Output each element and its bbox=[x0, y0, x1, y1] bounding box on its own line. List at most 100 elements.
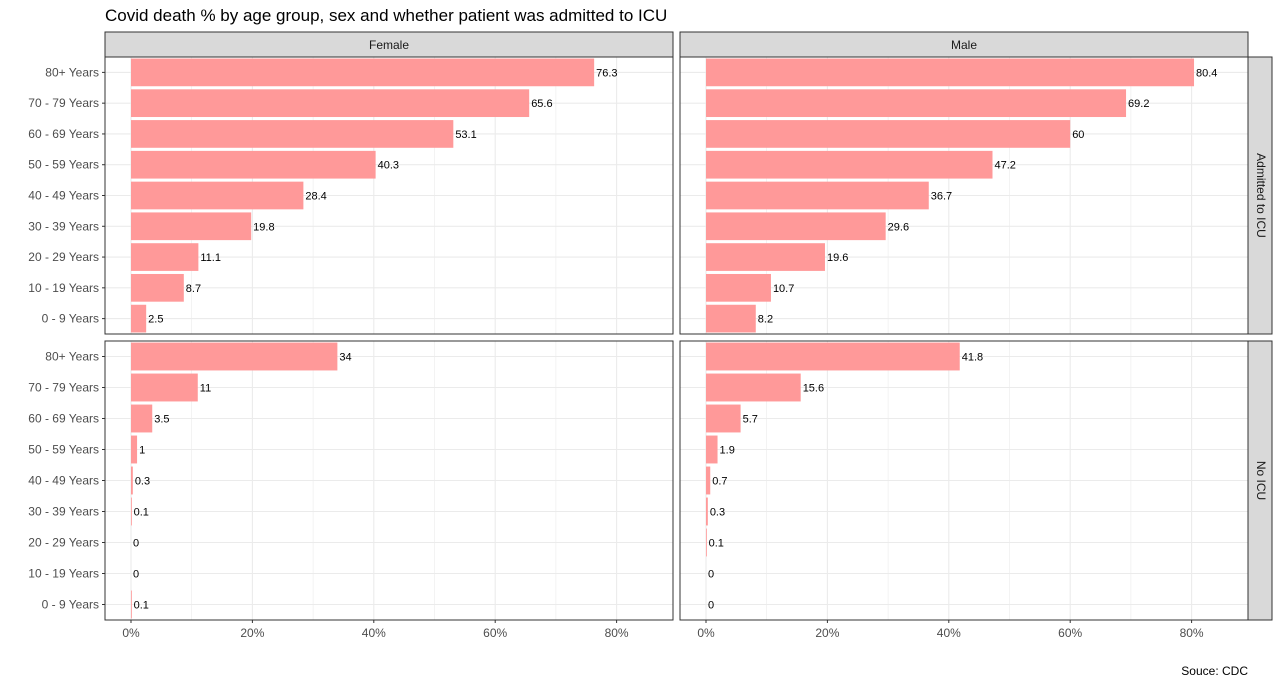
data-label: 1.9 bbox=[720, 445, 735, 457]
bar bbox=[131, 342, 338, 371]
y-tick-label: 80+ Years bbox=[45, 65, 99, 79]
y-tick-label: 40 - 49 Years bbox=[28, 474, 99, 488]
bar bbox=[131, 120, 454, 148]
data-label: 65.6 bbox=[531, 98, 552, 110]
bar bbox=[131, 304, 147, 333]
data-label: 10.7 bbox=[773, 283, 794, 295]
data-label: 34 bbox=[339, 352, 351, 364]
bar bbox=[131, 497, 132, 526]
bar bbox=[131, 373, 198, 402]
bar bbox=[706, 342, 960, 371]
y-tick-label: 50 - 59 Years bbox=[28, 443, 99, 457]
bar bbox=[131, 58, 595, 87]
data-label: 0 bbox=[133, 569, 139, 581]
bar bbox=[706, 373, 801, 402]
facet-label-male: Male bbox=[951, 38, 977, 52]
data-label: 19.6 bbox=[827, 252, 848, 264]
bar bbox=[706, 120, 1071, 148]
data-label: 47.2 bbox=[995, 160, 1016, 172]
facet-label-female: Female bbox=[369, 38, 409, 52]
data-label: 5.7 bbox=[743, 414, 758, 426]
bar bbox=[706, 181, 929, 210]
data-label: 0.1 bbox=[709, 538, 724, 550]
data-label: 80.4 bbox=[1196, 67, 1217, 79]
y-tick-label: 0 - 9 Years bbox=[42, 312, 99, 326]
bar bbox=[131, 590, 132, 619]
data-label: 3.5 bbox=[154, 414, 169, 426]
y-tick-label: 60 - 69 Years bbox=[28, 127, 99, 141]
bar bbox=[706, 466, 711, 495]
facet-strip-female bbox=[104, 31, 674, 58]
data-label: 11 bbox=[200, 383, 211, 395]
y-tick-label: 60 - 69 Years bbox=[28, 412, 99, 426]
x-tick-label: 40% bbox=[362, 626, 386, 640]
data-label: 29.6 bbox=[888, 221, 909, 233]
data-label: 0 bbox=[133, 538, 139, 550]
bar bbox=[706, 212, 886, 241]
data-label: 2.5 bbox=[148, 314, 163, 326]
bar bbox=[131, 435, 138, 464]
y-tick-label: 30 - 39 Years bbox=[28, 219, 99, 233]
data-label: 19.8 bbox=[253, 221, 274, 233]
y-tick-label: 40 - 49 Years bbox=[28, 189, 99, 203]
data-label: 11.1 bbox=[200, 252, 221, 264]
y-tick-label: 0 - 9 Years bbox=[42, 598, 99, 612]
data-label: 0.3 bbox=[135, 476, 150, 488]
data-label: 41.8 bbox=[962, 352, 983, 364]
data-label: 0 bbox=[708, 600, 714, 612]
y-tick-label: 70 - 79 Years bbox=[28, 96, 99, 110]
bar bbox=[131, 243, 199, 271]
bar bbox=[706, 89, 1127, 118]
bar bbox=[706, 404, 741, 433]
bar bbox=[706, 243, 825, 271]
x-tick-label: 80% bbox=[1180, 626, 1204, 640]
bar bbox=[706, 150, 993, 179]
data-label: 0.3 bbox=[710, 507, 725, 519]
x-tick-label: 60% bbox=[483, 626, 507, 640]
facet-label-no-icu: No ICU bbox=[1254, 461, 1268, 500]
bar bbox=[131, 404, 153, 433]
y-tick-label: 70 - 79 Years bbox=[28, 381, 99, 395]
panel-border bbox=[679, 340, 1249, 621]
x-tick-label: 20% bbox=[240, 626, 264, 640]
y-tick-label: 20 - 29 Years bbox=[28, 536, 99, 550]
data-label: 53.1 bbox=[455, 129, 476, 141]
data-label: 40.3 bbox=[378, 160, 399, 172]
x-tick-label: 80% bbox=[605, 626, 629, 640]
bar bbox=[706, 304, 756, 333]
chart-caption: Souce: CDC bbox=[1181, 664, 1248, 678]
y-tick-label: 20 - 29 Years bbox=[28, 250, 99, 264]
bar bbox=[706, 435, 718, 464]
y-tick-label: 10 - 19 Years bbox=[28, 567, 99, 581]
data-label: 0.1 bbox=[134, 600, 149, 612]
data-label: 0.7 bbox=[712, 476, 727, 488]
bar bbox=[706, 58, 1195, 87]
chart-title: Covid death % by age group, sex and whet… bbox=[105, 6, 668, 25]
data-label: 8.2 bbox=[758, 314, 773, 326]
bar bbox=[131, 212, 252, 241]
x-tick-label: 20% bbox=[815, 626, 839, 640]
data-label: 76.3 bbox=[596, 67, 617, 79]
bar bbox=[131, 181, 304, 210]
facet-label-admitted-to-icu: Admitted to ICU bbox=[1254, 153, 1268, 238]
data-label: 1 bbox=[139, 445, 145, 457]
bar bbox=[706, 528, 707, 557]
y-tick-label: 80+ Years bbox=[45, 350, 99, 364]
y-tick-label: 50 - 59 Years bbox=[28, 158, 99, 172]
data-label: 0.1 bbox=[134, 507, 149, 519]
x-tick-label: 60% bbox=[1058, 626, 1082, 640]
bar bbox=[131, 150, 376, 179]
data-label: 28.4 bbox=[305, 191, 326, 203]
bar bbox=[131, 466, 133, 495]
x-tick-label: 0% bbox=[122, 626, 140, 640]
x-tick-label: 0% bbox=[697, 626, 715, 640]
panel-border bbox=[679, 56, 1249, 335]
bar bbox=[131, 89, 530, 118]
data-label: 0 bbox=[708, 569, 714, 581]
facet-strip-no-icu bbox=[1247, 340, 1273, 621]
bar bbox=[706, 273, 771, 302]
data-label: 60 bbox=[1072, 129, 1084, 141]
data-label: 8.7 bbox=[186, 283, 201, 295]
bar bbox=[706, 497, 708, 526]
